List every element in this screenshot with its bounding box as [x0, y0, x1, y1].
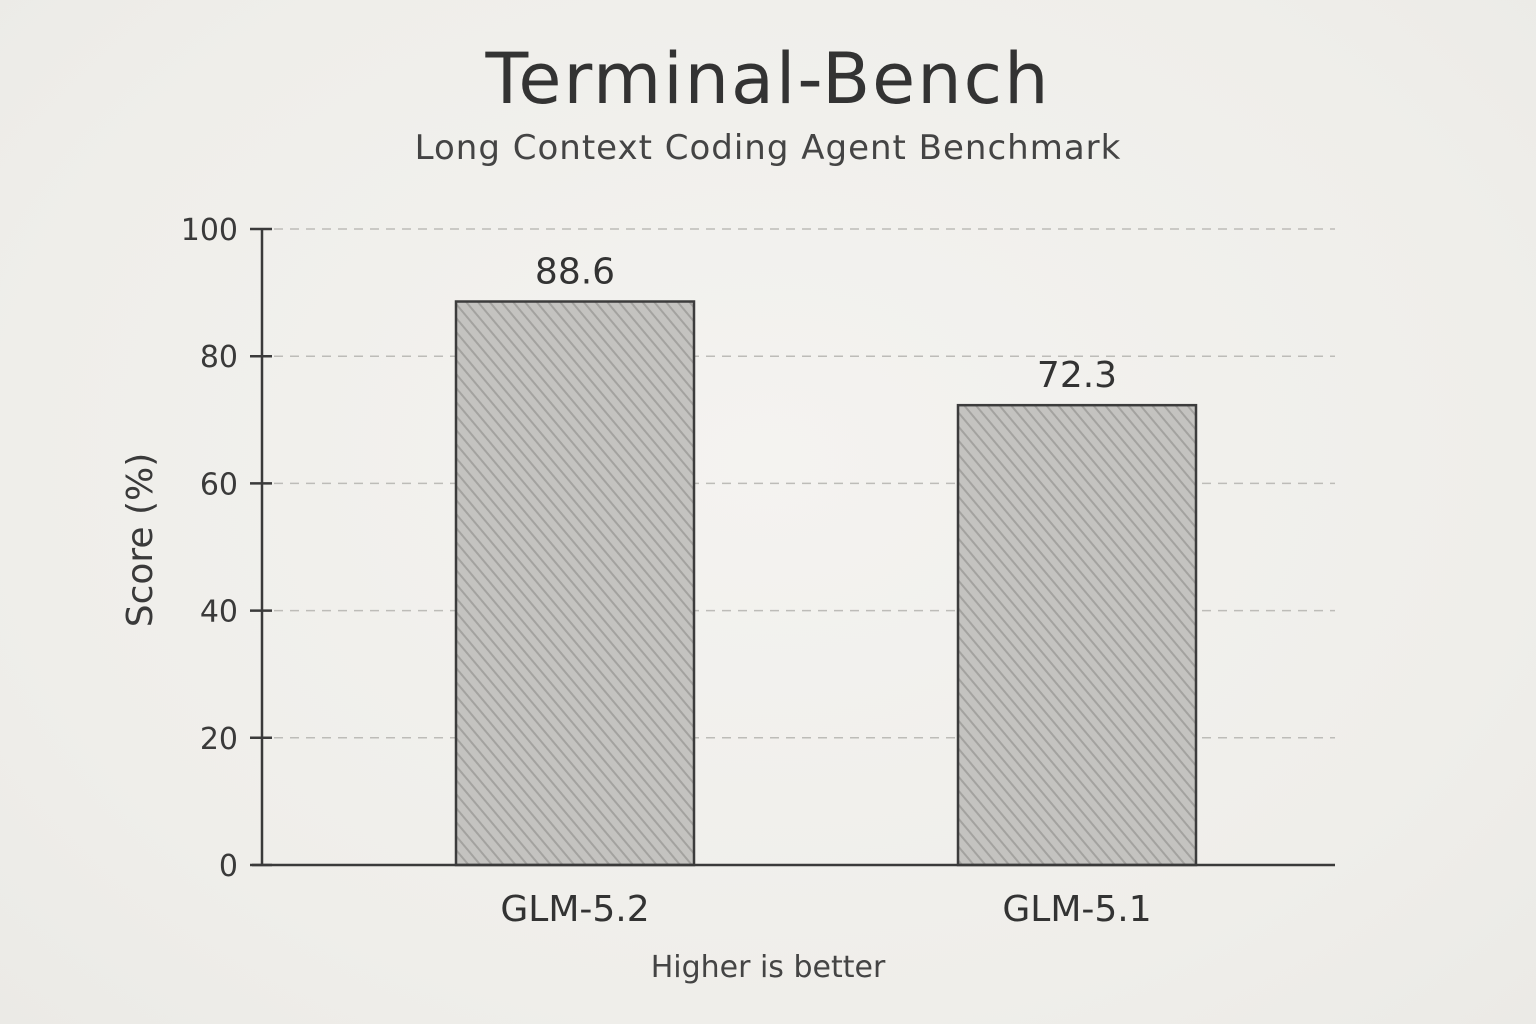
footnote: Higher is better: [650, 950, 886, 985]
y-axis-title: Score (%): [120, 453, 161, 628]
bar-value-label: 88.6: [535, 252, 615, 293]
y-tick-label: 20: [200, 722, 238, 757]
y-tick-label: 40: [200, 595, 238, 630]
bar-glm-5-2: [454, 300, 696, 867]
x-category-label: GLM-5.2: [500, 889, 649, 930]
y-tick-label: 80: [200, 340, 238, 375]
x-category-label: GLM-5.1: [1002, 889, 1151, 930]
labels: 88.6 GLM-5.2 72.3 GLM-5.1: [500, 252, 1151, 930]
bar-glm-5-1: [956, 403, 1198, 867]
y-tick-label: 100: [181, 213, 238, 248]
bar-value-label: 72.3: [1037, 355, 1117, 396]
y-tick-label: 60: [200, 467, 238, 502]
y-ticks: 0 20 40 60 80 100: [181, 213, 272, 884]
bars: [454, 300, 1198, 867]
chart-subtitle: Long Context Coding Agent Benchmark: [414, 128, 1122, 168]
chart-title: Terminal-Bench: [485, 38, 1051, 120]
axes: [252, 229, 1335, 867]
y-tick-label: 0: [219, 849, 238, 884]
